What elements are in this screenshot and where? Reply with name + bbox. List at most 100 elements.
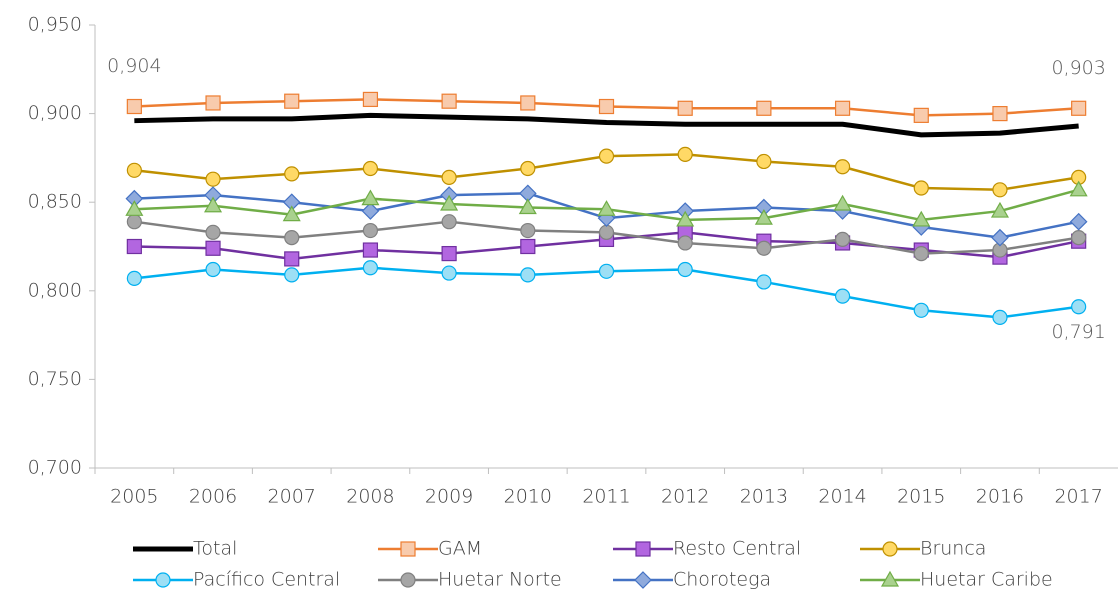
series [125,180,1088,227]
marker [882,541,898,557]
line [134,112,1079,138]
y-tick-label: 0,750 [28,368,82,390]
marker [1071,100,1087,116]
series [126,91,1087,123]
marker [677,235,693,251]
legend-label: Brunca [920,538,986,560]
series [126,146,1087,198]
marker [518,198,537,215]
marker [913,180,929,196]
marker [126,214,142,230]
marker [635,541,651,557]
x-tick-label: 2007 [268,486,316,508]
marker [362,222,379,239]
marker [400,572,416,588]
y-tick-label: 0,850 [28,191,82,213]
x-tick-label: 2014 [818,486,866,508]
marker [880,570,900,587]
marker [1069,212,1088,231]
marker [520,238,536,255]
marker [126,162,142,178]
marker [362,91,379,108]
data-label: 0,903 [1051,57,1105,79]
marker [205,240,221,256]
x-tick-label: 2009 [425,486,473,508]
marker [284,251,300,267]
x-tick-label: 2013 [740,486,788,508]
marker [441,93,457,109]
marker [990,201,1009,218]
marker [756,100,772,116]
legend-label: Pacífico Central [193,569,340,591]
marker [834,100,851,116]
legend-label: Resto Central [673,538,801,560]
marker [520,267,536,283]
x-tick-label: 2005 [110,486,158,508]
marker [441,245,457,262]
marker [205,95,221,111]
marker [284,166,300,182]
marker [361,189,380,206]
y-tick-label: 0,800 [28,279,82,301]
marker [284,93,300,109]
marker [677,146,693,162]
y-tick-label: 0,700 [28,457,82,479]
marker [362,160,379,177]
marker [126,98,142,115]
marker [520,222,536,239]
marker [913,107,929,123]
y-tick-label: 0,950 [28,14,82,36]
x-tick-label: 2012 [661,486,709,508]
marker [754,208,773,225]
marker [913,302,929,318]
marker [991,228,1009,247]
marker [676,210,695,227]
marker [992,182,1008,198]
x-tick-label: 2015 [897,486,945,508]
x-tick-label: 2011 [582,486,630,508]
data-label: 0,791 [1051,321,1105,343]
marker [362,242,379,258]
marker [125,200,144,216]
x-tick-label: 2010 [504,486,552,508]
marker [834,288,851,304]
marker [205,224,221,240]
marker [677,261,693,278]
legend-label: Chorotega [673,569,771,591]
marker [284,267,300,283]
marker [441,169,457,185]
legend-label: GAM [438,538,482,560]
marker [205,171,221,187]
marker [282,205,301,222]
marker [126,238,142,255]
marker [520,160,536,177]
x-tick-label: 2016 [976,486,1024,508]
marker [204,196,223,213]
series [126,260,1087,325]
marker [833,194,852,211]
marker [598,148,615,164]
marker [834,159,851,175]
marker [992,309,1008,325]
series [134,112,1079,138]
marker [597,200,616,216]
marker [598,98,615,115]
marker [361,202,380,220]
marker [598,224,615,240]
marker [756,274,772,290]
marker [912,210,931,227]
marker [756,153,772,170]
x-tick-label: 2006 [189,486,237,508]
marker [441,214,457,230]
marker [155,572,171,588]
marker [834,231,851,248]
marker [992,105,1008,122]
y-tick-label: 0,900 [28,102,82,124]
marker [440,194,459,211]
marker [126,270,142,286]
marker [634,571,652,589]
marker [913,245,929,262]
marker [677,100,693,116]
x-tick-label: 2017 [1054,486,1102,508]
